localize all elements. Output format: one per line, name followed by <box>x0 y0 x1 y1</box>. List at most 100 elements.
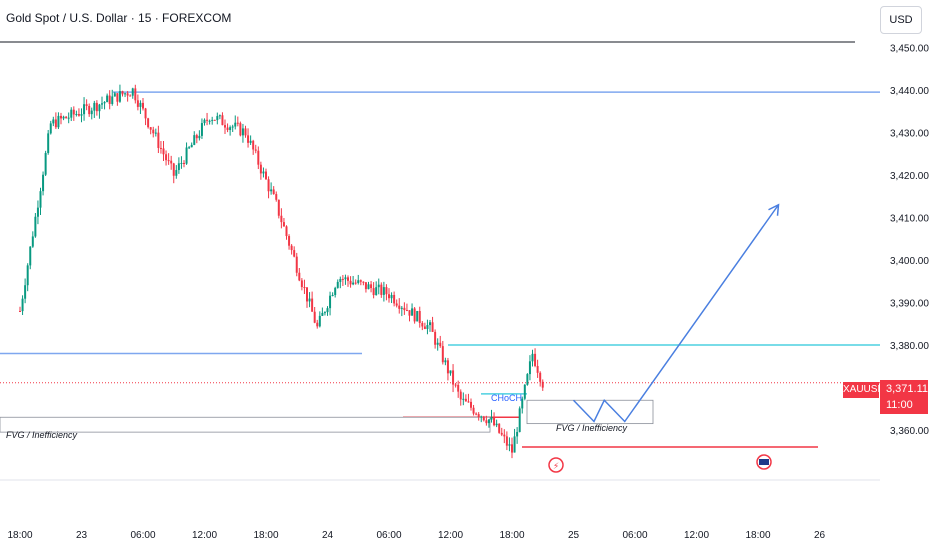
candle-body <box>165 154 168 161</box>
candle-body <box>434 331 437 345</box>
candle-body <box>293 250 296 257</box>
candle-body <box>398 305 401 309</box>
candle-body <box>423 326 426 329</box>
candle-body <box>380 284 383 295</box>
candle-body <box>308 298 311 302</box>
candle-body <box>285 226 288 237</box>
candle-body <box>175 170 178 176</box>
x-tick-label: 06:00 <box>130 530 155 541</box>
x-tick-label: 12:00 <box>684 530 709 541</box>
candle-body <box>39 191 42 208</box>
candle-body <box>157 132 160 148</box>
fvg-box-left <box>0 416 491 433</box>
candle-body <box>103 102 106 104</box>
candle-body <box>388 294 390 299</box>
candle-body <box>490 417 493 420</box>
candle-body <box>154 132 157 134</box>
lightning-glyph: ⚡ <box>553 462 559 472</box>
candle-body <box>34 216 37 237</box>
candle-body <box>341 278 344 280</box>
candle-body <box>280 215 283 223</box>
candle-body <box>49 123 52 134</box>
x-tick-label: 25 <box>568 530 580 541</box>
symbol-label: XAUUSD <box>843 382 885 398</box>
candle-body <box>467 401 470 403</box>
candle-body <box>152 129 155 134</box>
y-tick-label: 3,390.00 <box>890 299 929 310</box>
candle-body <box>144 108 147 119</box>
candle-body <box>441 346 444 363</box>
candle-body <box>116 93 119 102</box>
candle-body <box>221 115 224 126</box>
candle-body <box>57 115 60 128</box>
candle-body <box>272 189 275 195</box>
candle-body <box>193 135 196 145</box>
candle-body <box>257 150 260 165</box>
candle-body <box>172 163 175 176</box>
candle-body <box>244 128 247 136</box>
candle-body <box>300 280 303 288</box>
candle-body <box>449 370 452 374</box>
currency-button[interactable]: USD <box>880 6 922 34</box>
x-tick-label: 18:00 <box>253 530 278 541</box>
candle-body <box>142 102 144 109</box>
y-tick-label: 3,420.00 <box>890 171 929 182</box>
candle-body <box>167 160 170 162</box>
candle-body <box>364 282 367 290</box>
candle-body <box>252 140 255 150</box>
candle-body <box>487 419 490 424</box>
candle-body <box>429 322 431 326</box>
candle-body <box>311 298 314 312</box>
candle-body <box>288 236 291 246</box>
candle-body <box>418 311 421 323</box>
candle-body <box>170 160 173 164</box>
candle-body <box>354 282 357 284</box>
candle-body <box>88 105 91 115</box>
candle-body <box>70 109 73 118</box>
candle-body <box>426 325 429 329</box>
candle-body <box>482 416 485 421</box>
candle-body <box>262 171 265 174</box>
candle-body <box>344 277 347 280</box>
candle-body <box>505 436 508 446</box>
candle-body <box>347 277 349 281</box>
candle-body <box>118 91 121 102</box>
x-tick-label: 18:00 <box>7 530 32 541</box>
candle-body <box>508 444 511 446</box>
candle-body <box>534 353 537 366</box>
candle-body <box>334 287 337 295</box>
candle-body <box>339 278 342 282</box>
candle-body <box>149 127 152 130</box>
candle-body <box>531 353 534 362</box>
candle-body <box>511 444 513 453</box>
candle-body <box>241 128 244 136</box>
candle-body <box>226 127 229 131</box>
candle-body <box>93 102 96 111</box>
candle-body <box>536 365 539 373</box>
candle-body <box>485 420 488 424</box>
candle-body <box>24 285 27 299</box>
candle-body <box>367 284 370 290</box>
x-tick-label: 26 <box>814 530 826 541</box>
x-tick-label: 12:00 <box>438 530 463 541</box>
candle-body <box>390 294 393 299</box>
candle-body <box>493 417 496 426</box>
candle-body <box>26 265 29 286</box>
candle-body <box>526 374 529 385</box>
candle-body <box>90 110 93 115</box>
candle-body <box>62 116 65 119</box>
candle-body <box>313 311 316 323</box>
candle-body <box>290 245 293 251</box>
candle-body <box>375 287 378 296</box>
candle-body <box>247 135 250 143</box>
candle-body <box>370 284 373 289</box>
y-tick-label: 3,450.00 <box>890 44 929 55</box>
candle-body <box>77 114 80 116</box>
candle-body <box>495 423 498 426</box>
candle-body <box>60 115 62 119</box>
candle-body <box>265 171 267 180</box>
candle-body <box>318 315 321 327</box>
candle-body <box>452 370 455 385</box>
candle-body <box>203 119 206 124</box>
